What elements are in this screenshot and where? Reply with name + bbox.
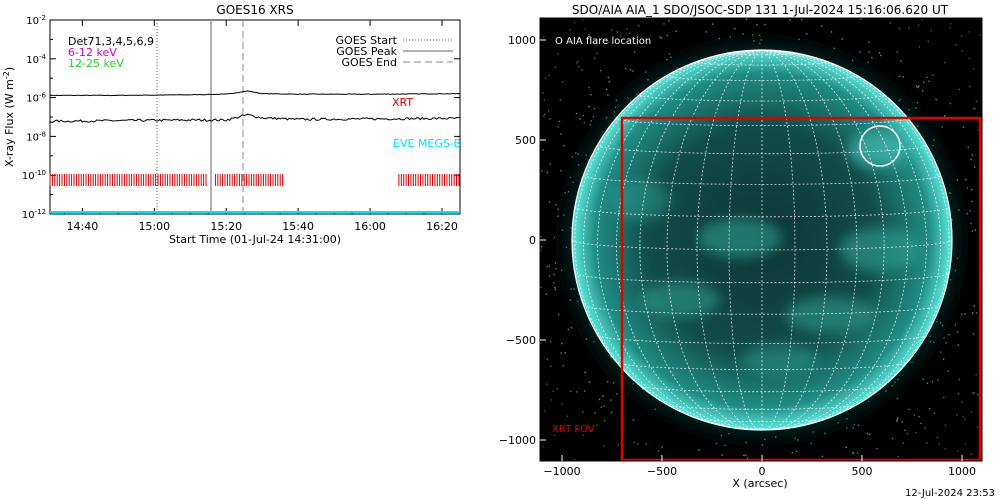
goes-y-tick-label: 10-10 [22,169,46,182]
aia-x-tick-label: −1000 [543,465,580,478]
goes-short-channel-curve [49,113,460,123]
aia-flare-legend: O AIA flare location [555,36,651,47]
goes-y-tick-label: 10-12 [22,208,46,221]
grid-longitude-line [583,49,763,429]
eve-label-clip: EVE MEGS-B [393,137,461,150]
legend-goes-start: GOES Start [336,34,398,47]
aia-y-tick-label: −500 [506,334,536,347]
aia-panel: SDO/AIA AIA_1 SDO/JSOC-SDP 131 1-Jul-202… [499,3,983,490]
goes-y-axis: 10-2 10-4 10-6 10-8 10-10 10-12 [22,14,460,221]
eve-label: EVE MEGS-B [393,137,461,150]
xrt-observation-ticks [49,174,460,186]
grid-longitude-line [761,49,885,430]
grid-longitude-line [761,49,796,431]
grid-longitude-line [616,49,763,430]
band-12-25-label: 12-25 keV [68,57,124,70]
aia-x-tick-label: −500 [647,465,677,478]
aia-image: O AIA flare location XRT FOV [540,18,982,461]
aia-title: SDO/AIA AIA_1 SDO/JSOC-SDP 131 1-Jul-202… [572,3,949,17]
aia-flare-location-circle [859,125,901,167]
solar-limb [571,49,953,431]
goes-x-axis: 14:40 15:00 15:20 15:40 16:00 16:20 [63,20,461,233]
goes-x-tick-label: 16:00 [354,220,386,233]
goes-long-channel-curve [49,90,461,97]
grid-latitude-line [640,385,884,393]
goes-y-axis-label: X-ray Flux (W m-2) [2,67,16,167]
aia-y-axis: 1000 500 0 −500 −1000 [499,34,546,447]
legend-goes-end: GOES End [341,56,397,69]
goes-y-tick-label: 10-2 [26,14,46,27]
grid-longitude-line [696,49,763,431]
aia-x-tick-label: 0 [759,465,766,478]
grid-longitude-line [761,49,941,429]
goes-y-tick-label: 10-6 [26,92,46,105]
grid-longitude-line [666,49,763,430]
grid-longitude-line [761,49,908,430]
aia-x-tick-label: 500 [852,465,873,478]
aia-y-tick-label: 1000 [508,34,536,47]
goes-x-tick-label: 14:40 [67,220,99,233]
xrt-label: XRT [392,96,413,109]
grid-longitude-line [761,49,927,430]
goes-y-tick-label: 10-8 [26,130,46,143]
grid-longitude-line [574,49,763,422]
grid-latitude-line [574,273,950,284]
goes-title: GOES16 XRS [216,3,293,17]
grid-latitude-line [667,404,857,410]
aia-y-tick-label: −1000 [499,434,536,447]
goes-panel: GOES16 XRS 10-2 10-4 10-6 10-8 10-10 10-12 14… [2,3,461,246]
aia-x-tick-label: 1000 [948,465,976,478]
aia-x-axis: −1000 −500 0 500 1000 [543,455,976,478]
band-6-12-label: 6-12 keV [68,46,117,59]
grid-longitude-line [597,49,763,430]
legend-goes-peak: GOES Peak [336,45,397,58]
goes-x-axis-label: Start Time (01-Jul-24 14:31:00) [169,233,341,246]
aia-y-tick-label: 0 [529,234,536,247]
xrt-fov-box [620,116,982,461]
grid-longitude-line [728,49,763,431]
aia-x-axis-label: X (arcsec) [732,477,787,490]
goes-legend: GOES Start GOES Peak GOES End [336,34,453,69]
footer-timestamp: 12-Jul-2024 23:53 [905,488,995,499]
grid-longitude-line [761,49,858,430]
goes-x-tick-label: 16:20 [426,220,458,233]
grid-longitude-line [761,49,950,422]
goes-y-tick-label: 10-4 [26,53,46,66]
goes-x-tick-label: 15:40 [282,220,314,233]
xrt-fov-label: XRT FOV [552,424,595,435]
goes-x-tick-label: 15:20 [210,220,242,233]
heliographic-grid [571,49,953,431]
grid-longitude-line [761,49,828,431]
aia-y-tick-label: 500 [515,134,536,147]
grid-latitude-line [666,75,858,82]
goes-x-tick-label: 15:00 [138,220,170,233]
grid-longitude-line [639,49,763,430]
detector-label: Det71,3,4,5,6,9 [68,35,154,48]
grid-latitude-line [728,52,796,56]
